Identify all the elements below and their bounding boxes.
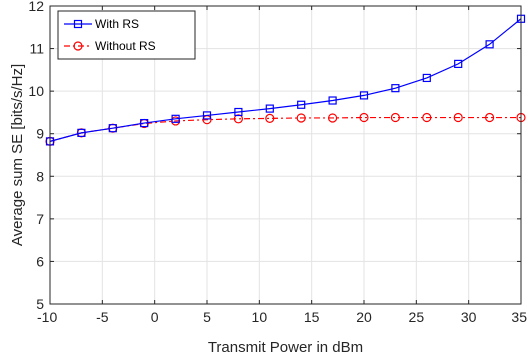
y-tick-label: 8 bbox=[36, 168, 44, 184]
data-point-with-rs bbox=[328, 96, 337, 105]
legend-label-with-rs: With RS bbox=[95, 17, 139, 31]
data-point-without-rs bbox=[233, 114, 243, 124]
data-point-without-rs bbox=[265, 113, 275, 123]
y-tick-label: 7 bbox=[36, 211, 44, 227]
data-point-without-rs bbox=[453, 112, 463, 123]
series-line-with-rs bbox=[49, 18, 522, 142]
y-tick-label: 5 bbox=[36, 296, 44, 312]
x-tick-label: -5 bbox=[96, 309, 109, 325]
legend-label-without-rs: Without RS bbox=[95, 39, 156, 53]
data-point-without-rs bbox=[359, 112, 369, 123]
data-point-with-rs bbox=[391, 84, 400, 93]
x-tick-label: 20 bbox=[356, 309, 372, 325]
x-tick-label: 15 bbox=[304, 309, 320, 325]
x-tick-label: 25 bbox=[409, 309, 425, 325]
data-point-without-rs bbox=[390, 112, 400, 123]
legend-marker-with-rs bbox=[73, 19, 83, 29]
data-point-without-rs bbox=[328, 113, 338, 123]
data-point-without-rs bbox=[422, 112, 432, 123]
x-tick-label: 35 bbox=[511, 309, 527, 325]
data-point-with-rs bbox=[485, 40, 494, 49]
y-tick-label: 12 bbox=[28, 0, 44, 14]
y-tick-label: 9 bbox=[36, 126, 44, 142]
x-axis-label: Transmit Power in dBm bbox=[208, 339, 363, 356]
data-point-with-rs bbox=[108, 124, 117, 133]
data-point-with-rs bbox=[202, 111, 212, 120]
data-point-with-rs bbox=[265, 104, 274, 113]
y-tick-label: 11 bbox=[29, 41, 44, 57]
legend-marker-without-rs bbox=[73, 41, 83, 51]
data-point-with-rs bbox=[140, 118, 149, 128]
data-point-with-rs bbox=[297, 100, 306, 109]
ticks: -10 -5 0 5 10 15 20 25 30 35 5 6 7 8 9 10 11 12 bbox=[28, 0, 527, 325]
x-tick-label: -10 bbox=[37, 309, 57, 325]
data-point-with-rs bbox=[422, 73, 431, 83]
data-point-with-rs bbox=[77, 128, 86, 137]
data-point-with-rs bbox=[359, 91, 369, 100]
x-tick-label: 0 bbox=[151, 309, 159, 325]
x-tick-label: 10 bbox=[252, 309, 268, 325]
y-tick-label: 10 bbox=[28, 83, 44, 99]
plot-frame bbox=[49, 5, 522, 305]
legend-box bbox=[57, 10, 196, 60]
y-axis-label: Average sum SE [bits/s/Hz] bbox=[9, 64, 26, 246]
y-tick-label: 6 bbox=[36, 253, 44, 269]
legend: With RS Without RS bbox=[57, 10, 196, 60]
x-tick-label: 30 bbox=[461, 309, 477, 325]
data-point-with-rs bbox=[171, 114, 180, 123]
data-point-without-rs bbox=[485, 112, 495, 123]
data-point-with-rs bbox=[454, 59, 463, 68]
data-point-with-rs bbox=[234, 107, 243, 117]
x-tick-label: 5 bbox=[203, 309, 211, 325]
data-point-without-rs bbox=[296, 113, 306, 123]
